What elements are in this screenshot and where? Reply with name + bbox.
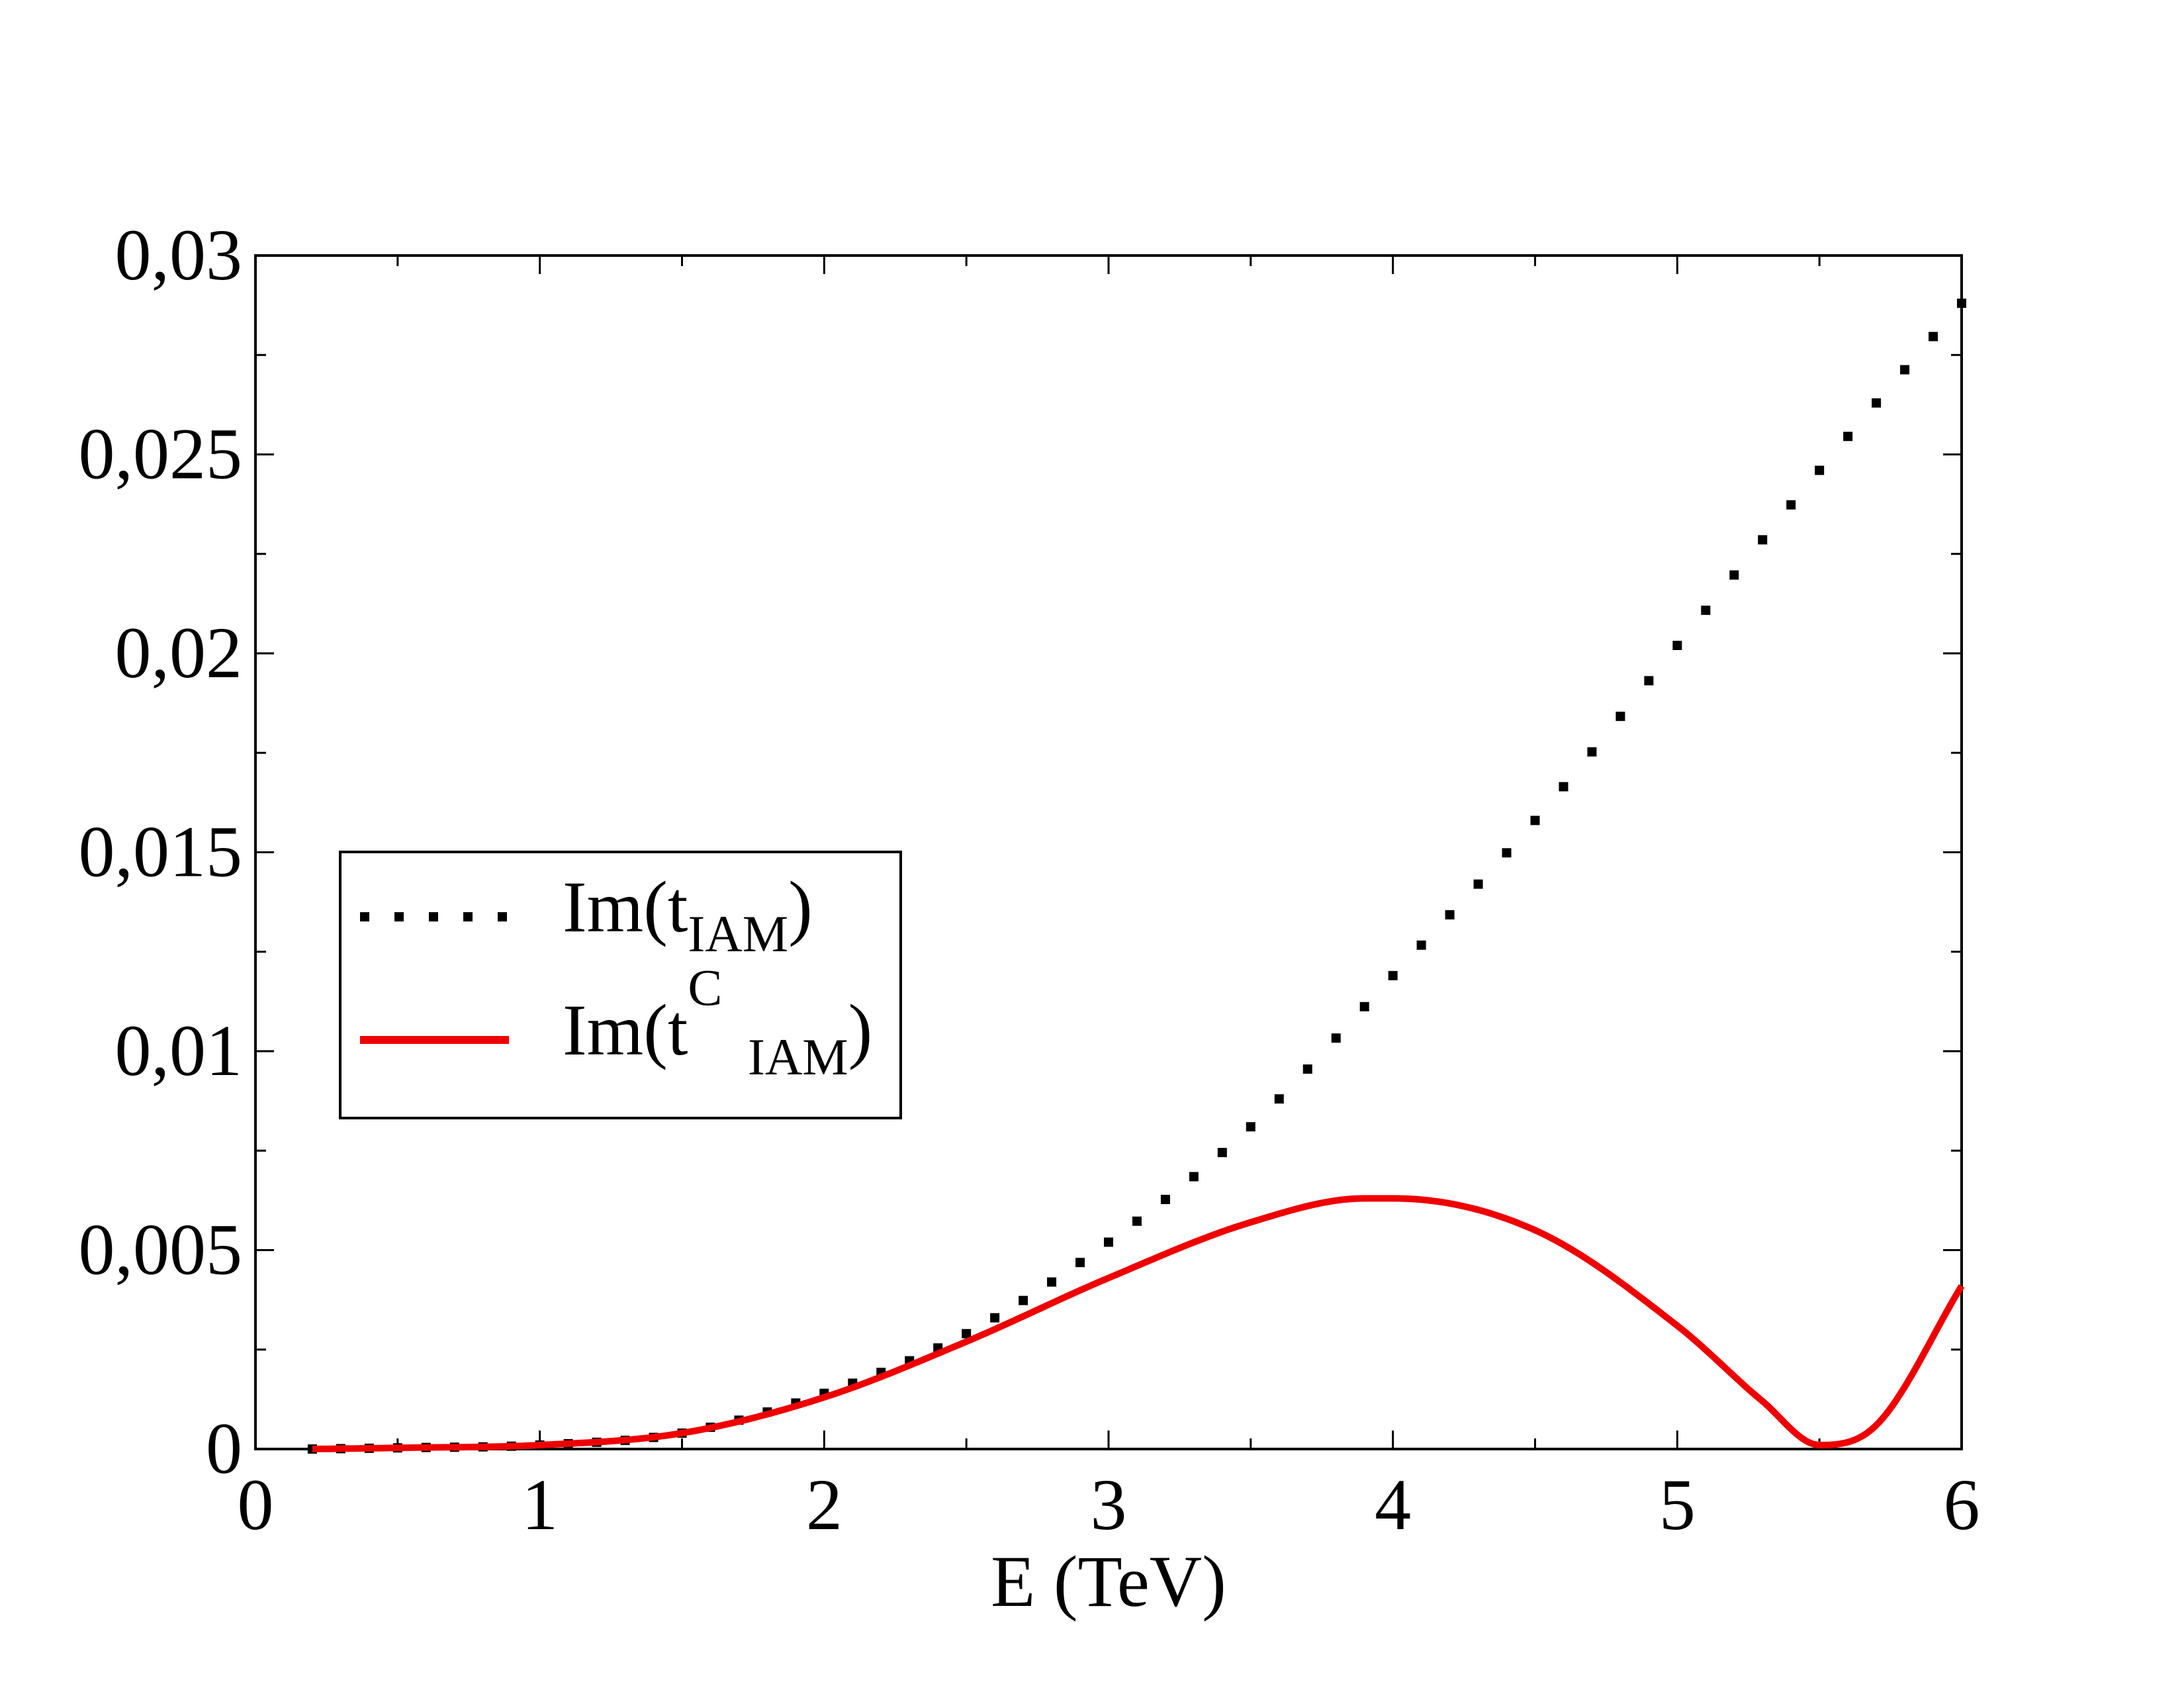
- legend-label-0-close: ): [788, 867, 813, 947]
- x-tick-label: 5: [1659, 1464, 1696, 1545]
- x-tick-label: 6: [1944, 1464, 1980, 1545]
- y-tick-label: 0,025: [79, 414, 243, 494]
- dotted-series-point: [1644, 676, 1654, 686]
- x-axis-title: E (TeV): [991, 1541, 1226, 1622]
- dotted-series-point: [1274, 1094, 1284, 1104]
- y-tick-label: 0,005: [79, 1209, 243, 1290]
- dotted-series-point: [962, 1329, 972, 1338]
- dotted-series-point: [1729, 570, 1739, 580]
- axis-ticks: [254, 254, 1963, 1450]
- dotted-series-point: [1416, 940, 1426, 950]
- dotted-series-point: [1217, 1148, 1227, 1158]
- series-layer: [307, 299, 1966, 1454]
- dotted-series-point: [1615, 712, 1625, 722]
- dotted-series-point: [1843, 432, 1853, 442]
- dotted-series-point: [1559, 782, 1569, 792]
- x-tick-label: 0: [238, 1464, 274, 1545]
- y-tick-labels: 0 0,005 0,01 0,015 0,02 0,025 0,03: [79, 214, 243, 1489]
- legend-label-0-main: Im(t: [563, 867, 688, 947]
- dotted-series-point: [1473, 879, 1483, 889]
- dotted-series-point: [1701, 605, 1711, 615]
- x-tick-label: 4: [1375, 1464, 1411, 1545]
- y-tick-label: 0,03: [115, 214, 243, 295]
- dotted-series-point: [1872, 398, 1882, 408]
- dotted-series-point: [1502, 848, 1512, 858]
- x-tick-label: 1: [522, 1464, 558, 1545]
- x-tick-labels: 0 1 2 3 4 5 6: [238, 1464, 1980, 1545]
- legend-label-1-sub: IAM: [748, 1028, 848, 1086]
- dotted-series-point: [1302, 1064, 1312, 1074]
- dotted-series-point: [1132, 1216, 1142, 1226]
- y-tick-label: 0,015: [79, 812, 243, 892]
- legend-box: [339, 851, 902, 1119]
- dotted-series-point: [1104, 1237, 1113, 1247]
- dotted-series-point: [1359, 1002, 1369, 1011]
- y-tick-label: 0,01: [115, 1010, 243, 1091]
- dotted-series-point: [1075, 1258, 1085, 1268]
- dotted-series-point: [1957, 299, 1966, 308]
- dotted-series-point: [1047, 1277, 1057, 1287]
- legend-label-0: Im(tIAM): [563, 867, 813, 962]
- dotted-series-point: [1445, 910, 1455, 919]
- y-tick-label: 0: [206, 1408, 242, 1489]
- dotted-series-point: [1786, 500, 1796, 510]
- legend-label-1: Im(tC IAM): [563, 959, 872, 1086]
- dotted-series-point: [1019, 1295, 1028, 1305]
- dotted-series-point: [1530, 816, 1540, 825]
- legend-label-1-main: Im(t: [563, 990, 688, 1070]
- dotted-series-point: [1758, 535, 1768, 545]
- legend-label-0-sub: IAM: [688, 905, 788, 962]
- dotted-series-point: [1587, 747, 1597, 757]
- dotted-series-point: [1246, 1122, 1255, 1132]
- dotted-series-point: [1160, 1194, 1170, 1204]
- x-tick-label: 2: [806, 1464, 842, 1545]
- dotted-series-point: [1331, 1033, 1341, 1043]
- dotted-series-point: [1900, 365, 1910, 375]
- dotted-series-point: [990, 1313, 1000, 1323]
- legend: Im(tIAM) Im(tCIAM): [339, 851, 902, 1119]
- dotted-series-point: [1929, 332, 1938, 342]
- dotted-series-point: [1815, 465, 1825, 475]
- dotted-series-point: [1189, 1172, 1199, 1182]
- y-tick-label: 0,02: [115, 612, 243, 693]
- x-tick-label: 3: [1091, 1464, 1127, 1545]
- series-solid-line: [312, 1195, 1965, 1452]
- dotted-series-point: [1388, 970, 1398, 980]
- dotted-series-point: [1672, 640, 1682, 650]
- legend-label-1-sup: C: [688, 959, 722, 1016]
- legend-label-1-close: ): [848, 990, 873, 1070]
